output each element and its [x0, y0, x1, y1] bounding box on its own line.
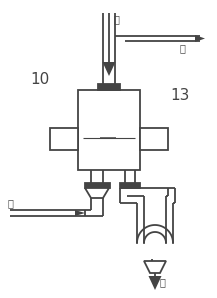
Bar: [120, 183, 140, 188]
Polygon shape: [144, 261, 166, 273]
Text: 13: 13: [170, 89, 190, 103]
Text: 气: 气: [8, 198, 14, 208]
Text: 水: 水: [160, 277, 166, 287]
Bar: [78, 90, 140, 170]
Bar: [140, 128, 168, 150]
Polygon shape: [85, 188, 109, 198]
Text: 气: 气: [179, 43, 185, 53]
Text: 10: 10: [30, 72, 50, 88]
Polygon shape: [102, 62, 115, 76]
Polygon shape: [75, 210, 85, 216]
Polygon shape: [195, 35, 205, 42]
Text: 水: 水: [114, 14, 120, 24]
Bar: [85, 183, 110, 188]
Bar: [98, 84, 120, 90]
Bar: [50, 128, 78, 150]
Polygon shape: [148, 276, 161, 290]
